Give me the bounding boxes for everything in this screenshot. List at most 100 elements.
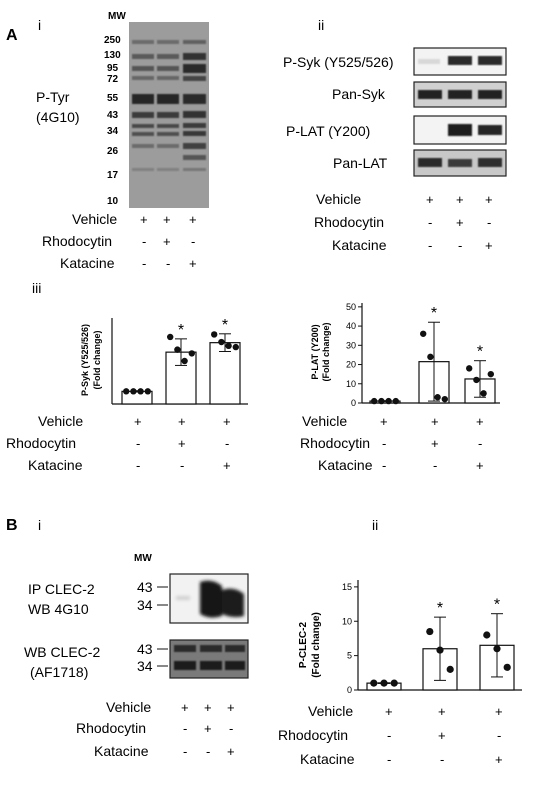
mw-marker: 250 <box>104 35 121 46</box>
condition-sign: + <box>163 234 171 249</box>
mw-marker: 72 <box>107 74 119 85</box>
chart-data-point <box>130 388 137 395</box>
chart-data-point <box>473 376 480 384</box>
mw-marker: 34 <box>137 597 153 613</box>
condition-sign: - <box>183 744 187 759</box>
condition-sign: + <box>456 192 464 207</box>
chart-data-point <box>137 388 144 395</box>
chart-data-point <box>123 388 130 395</box>
condition-sign: - <box>136 458 140 473</box>
chart-data-point <box>385 397 392 405</box>
condition-sign: + <box>485 238 493 253</box>
condition-sign: - <box>487 215 491 230</box>
chart-data-point <box>380 679 388 687</box>
chart-ylabel: (Fold change) <box>92 331 102 390</box>
psyk-blot <box>413 47 507 76</box>
chart-data-point <box>218 338 225 346</box>
chart-ylabel: (Fold change) <box>311 612 322 678</box>
condition-sign: - <box>206 744 210 759</box>
ip-blot-label: WB 4G10 <box>28 601 89 617</box>
chart-data-point <box>225 342 232 350</box>
condition-label: Rhodocytin <box>278 727 348 743</box>
chart-tick-label: 30 <box>346 340 356 350</box>
conditions-a-i: Vehicle + + + Rhodocytin - + - Katacine … <box>42 211 197 271</box>
chart-data-point <box>378 397 385 405</box>
chart-significance-mark: * <box>222 317 228 334</box>
condition-sign: + <box>476 414 484 429</box>
chart-ylabel: (Fold change) <box>321 323 331 382</box>
mw-marker: 130 <box>104 50 121 61</box>
chart-data-point <box>211 331 218 338</box>
chart-data-point <box>434 394 441 401</box>
condition-label: Vehicle <box>38 413 83 429</box>
chart-data-point <box>426 627 434 636</box>
chart-significance-mark: * <box>431 305 437 322</box>
chart-data-point <box>427 353 434 361</box>
condition-sign: + <box>438 728 446 743</box>
condition-sign: + <box>181 700 189 715</box>
condition-sign: + <box>476 458 484 473</box>
condition-label: Katacine <box>60 255 115 271</box>
chart-tick-label: 50 <box>346 302 356 312</box>
chart-tick-label: 0 <box>351 398 356 408</box>
mw-title-b: MW <box>134 553 152 564</box>
condition-sign: + <box>431 436 439 451</box>
chart-data-point <box>483 631 491 639</box>
ip-blot-label: IP CLEC-2 <box>28 581 95 597</box>
condition-sign: + <box>189 256 197 271</box>
conditions-b-i: Vehicle + + + Rhodocytin - + - Katacine … <box>76 699 235 759</box>
mw-marker: 17 <box>107 170 119 181</box>
condition-sign: + <box>223 458 231 473</box>
chart-tick-label: 5 <box>347 651 352 661</box>
condition-label: Katacine <box>94 743 149 759</box>
condition-sign: + <box>495 704 503 719</box>
plat-quant-chart: P-LAT (Y200) (Fold change) 0 10 20 30 40 50 * * <box>310 302 500 408</box>
condition-sign: - <box>428 238 432 253</box>
panel-a-ii-numeral: ii <box>318 17 324 33</box>
chart-data-point <box>441 395 448 403</box>
condition-sign: + <box>495 752 503 767</box>
condition-sign: + <box>178 414 186 429</box>
condition-sign: + <box>178 436 186 451</box>
condition-sign: - <box>458 238 462 253</box>
chart-data-point <box>466 365 473 372</box>
condition-sign: + <box>431 414 439 429</box>
conditions-a-iv: Vehicle + + + Rhodocytin - + - Katacine … <box>300 413 484 473</box>
condition-label: Katacine <box>318 457 373 473</box>
chart-data-point <box>487 370 494 378</box>
mw-marker: 34 <box>107 126 119 137</box>
condition-sign: - <box>497 728 501 743</box>
condition-sign: + <box>227 700 235 715</box>
condition-sign: - <box>183 721 187 736</box>
condition-sign: + <box>456 215 464 230</box>
condition-label: Rhodocytin <box>300 435 370 451</box>
pclec2-quant-chart: P-CLEC-2 (Fold change) 0 5 10 15 * * <box>298 580 522 695</box>
condition-sign: + <box>189 212 197 227</box>
blot-label: Pan-Syk <box>332 86 386 102</box>
condition-label: Rhodocytin <box>314 214 384 230</box>
chart-ylabel: P-Syk (Y525/526) <box>80 324 90 396</box>
condition-label: Rhodocytin <box>76 720 146 736</box>
condition-sign: - <box>142 234 146 249</box>
panel-a-i-numeral: i <box>38 17 41 33</box>
condition-sign: + <box>485 192 493 207</box>
condition-sign: - <box>166 256 170 271</box>
condition-label: Rhodocytin <box>42 233 112 249</box>
chart-significance-mark: * <box>477 344 483 361</box>
chart-bar <box>209 342 241 405</box>
condition-sign: - <box>142 256 146 271</box>
condition-label: Vehicle <box>316 191 361 207</box>
condition-sign: + <box>223 414 231 429</box>
ptyr-label: P-Tyr <box>36 89 70 105</box>
chart-data-point <box>232 343 239 351</box>
mw-marker: 55 <box>107 93 119 104</box>
chart-ylabel: P-LAT (Y200) <box>310 324 320 379</box>
ptyr-blot <box>129 22 209 208</box>
ptyr-antibody-label: (4G10) <box>36 109 80 125</box>
chart-data-point <box>144 388 151 395</box>
panlat-blot <box>413 149 507 177</box>
condition-sign: - <box>478 436 482 451</box>
chart-data-point <box>436 646 444 654</box>
blot-label: P-LAT (Y200) <box>286 123 370 139</box>
